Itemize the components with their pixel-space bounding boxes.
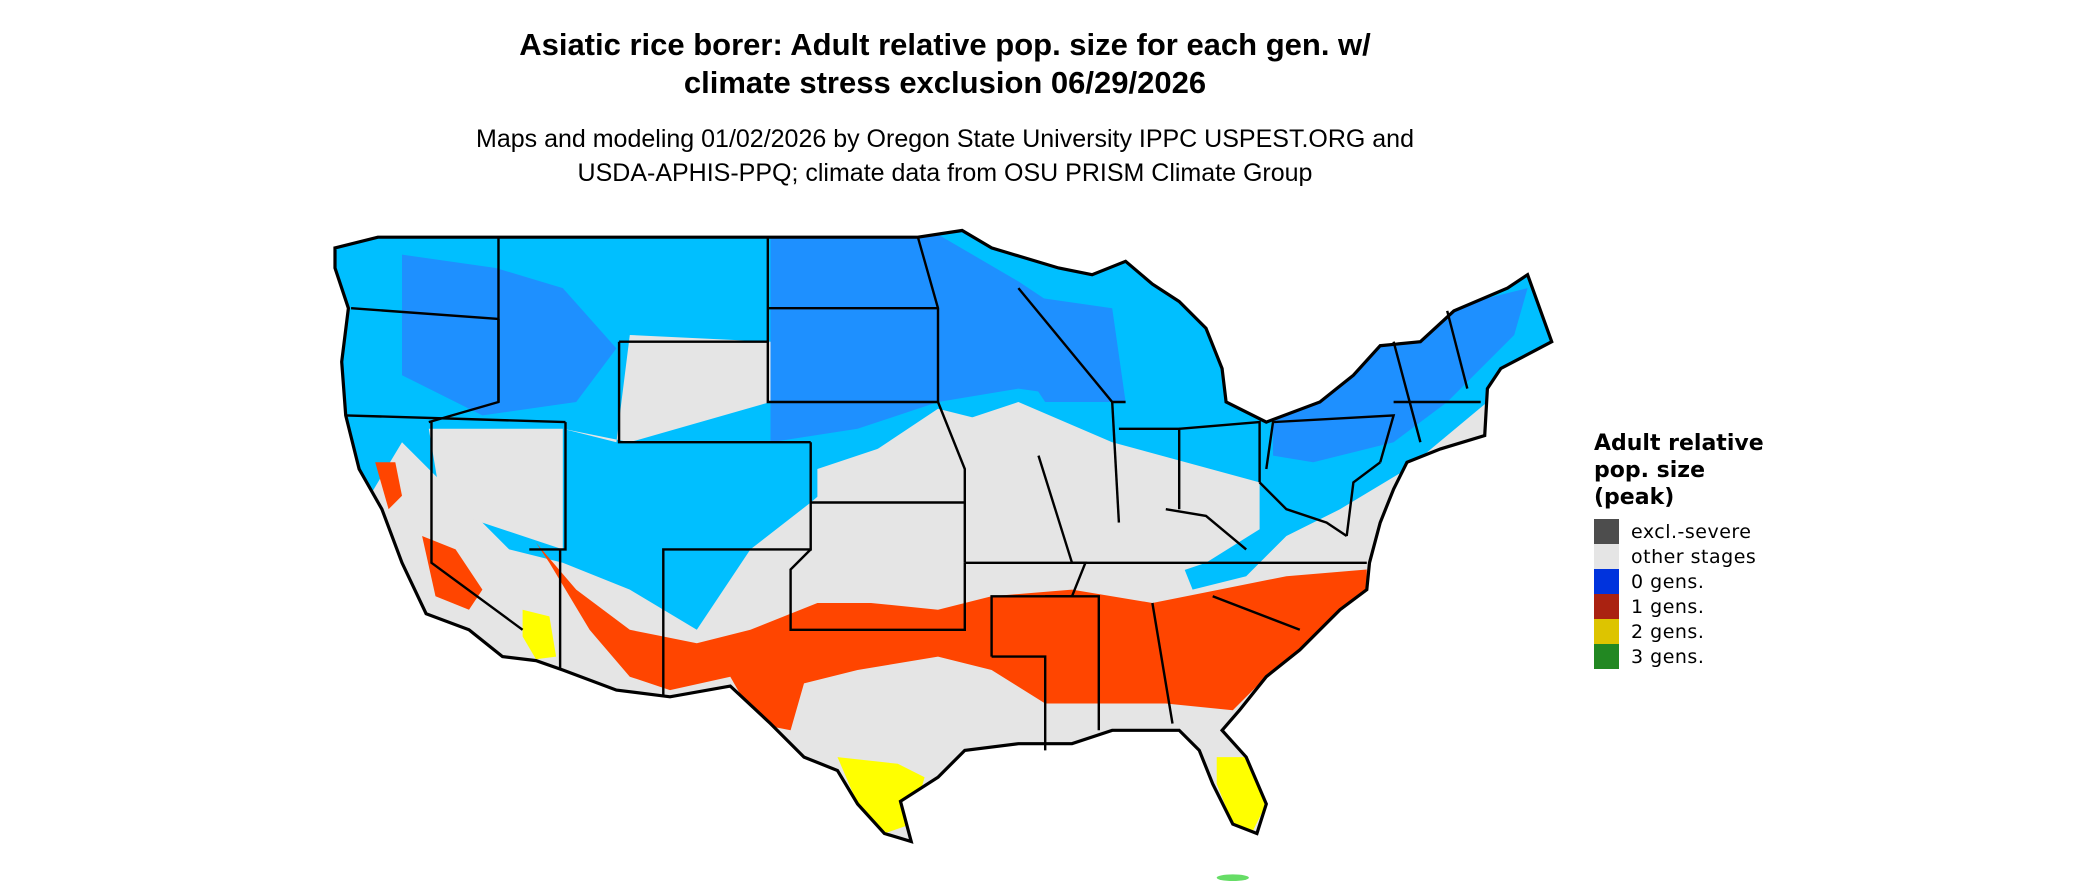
state-border (1446, 310, 1469, 389)
state-border (1179, 420, 1261, 483)
state-border (991, 655, 1047, 751)
legend-label: 2 gens. (1631, 620, 1705, 643)
state-border (1258, 481, 1348, 538)
legend-label: 1 gens. (1631, 595, 1705, 618)
state-border (1110, 401, 1121, 523)
title-line-1: Asiatic rice borer: Adult relative pop. … (519, 27, 1371, 62)
subtitle-line-1: Maps and modeling 01/02/2026 by Oregon S… (476, 125, 1414, 153)
state-border (662, 442, 812, 697)
state-border (529, 422, 567, 551)
map-subtitle: Maps and modeling 01/02/2026 by Oregon S… (0, 122, 1890, 190)
one-gen-region-socal (422, 536, 483, 610)
zero-gens-region-mid (770, 234, 1113, 443)
one-gen-region-ca (375, 462, 402, 510)
legend-label: 3 gens. (1631, 645, 1705, 668)
legend-label: excl.-severe (1631, 520, 1752, 543)
state-border (1345, 461, 1381, 537)
legend-item: 1 gens. (1594, 594, 1764, 619)
title-line-2: climate stress exclusion 06/29/2026 (683, 65, 1207, 100)
state-border (1165, 508, 1247, 551)
legend-title-line: (peak) (1594, 485, 1675, 510)
zero-gens-region-west (402, 254, 617, 416)
legend-item: 3 gens. (1594, 644, 1764, 669)
state-border (1392, 341, 1422, 443)
legend-item: 2 gens. (1594, 619, 1764, 644)
state-border (430, 422, 524, 631)
state-border (789, 548, 967, 632)
state-border (345, 414, 566, 424)
legend: Adult relative pop. size (peak) excl.-se… (1594, 430, 1764, 669)
legend-label: other stages (1631, 545, 1757, 568)
one-gen-region-south (536, 542, 1367, 731)
state-border (1045, 595, 1101, 731)
two-gens-region-az (522, 609, 557, 660)
map-title: Asiatic rice borer: Adult relative pop. … (0, 26, 1890, 102)
state-border (1151, 602, 1174, 724)
legend-swatch (1594, 569, 1619, 594)
legend-item: other stages (1594, 544, 1764, 569)
legend-swatch (1594, 644, 1619, 669)
state-border (1212, 595, 1301, 631)
legend-swatch (1594, 619, 1619, 644)
other-stages-great-basin (428, 335, 771, 550)
state-border (766, 341, 939, 404)
state-border (617, 341, 811, 444)
subtitle-line-2: USDA-APHIS-PPQ; climate data from OSU PR… (577, 159, 1313, 187)
state-border (428, 318, 500, 424)
other-stages-plains (817, 402, 1260, 577)
legend-swatch (1594, 594, 1619, 619)
legend-title: Adult relative pop. size (peak) (1594, 430, 1764, 511)
state-border (1265, 414, 1396, 470)
state-border (350, 306, 499, 321)
legend-title-line: pop. size (1594, 458, 1705, 483)
state-border (1037, 455, 1074, 564)
three-gens-region-keys (1216, 874, 1249, 882)
legend-title-line: Adult relative (1594, 431, 1764, 456)
legend-label: 0 gens. (1631, 570, 1705, 593)
legend-item: 0 gens. (1594, 569, 1764, 594)
legend-item: excl.-severe (1594, 519, 1764, 544)
us-outline (333, 228, 1554, 844)
legend-swatch (1594, 519, 1619, 544)
legend-swatch (1594, 544, 1619, 569)
state-border (936, 401, 967, 563)
